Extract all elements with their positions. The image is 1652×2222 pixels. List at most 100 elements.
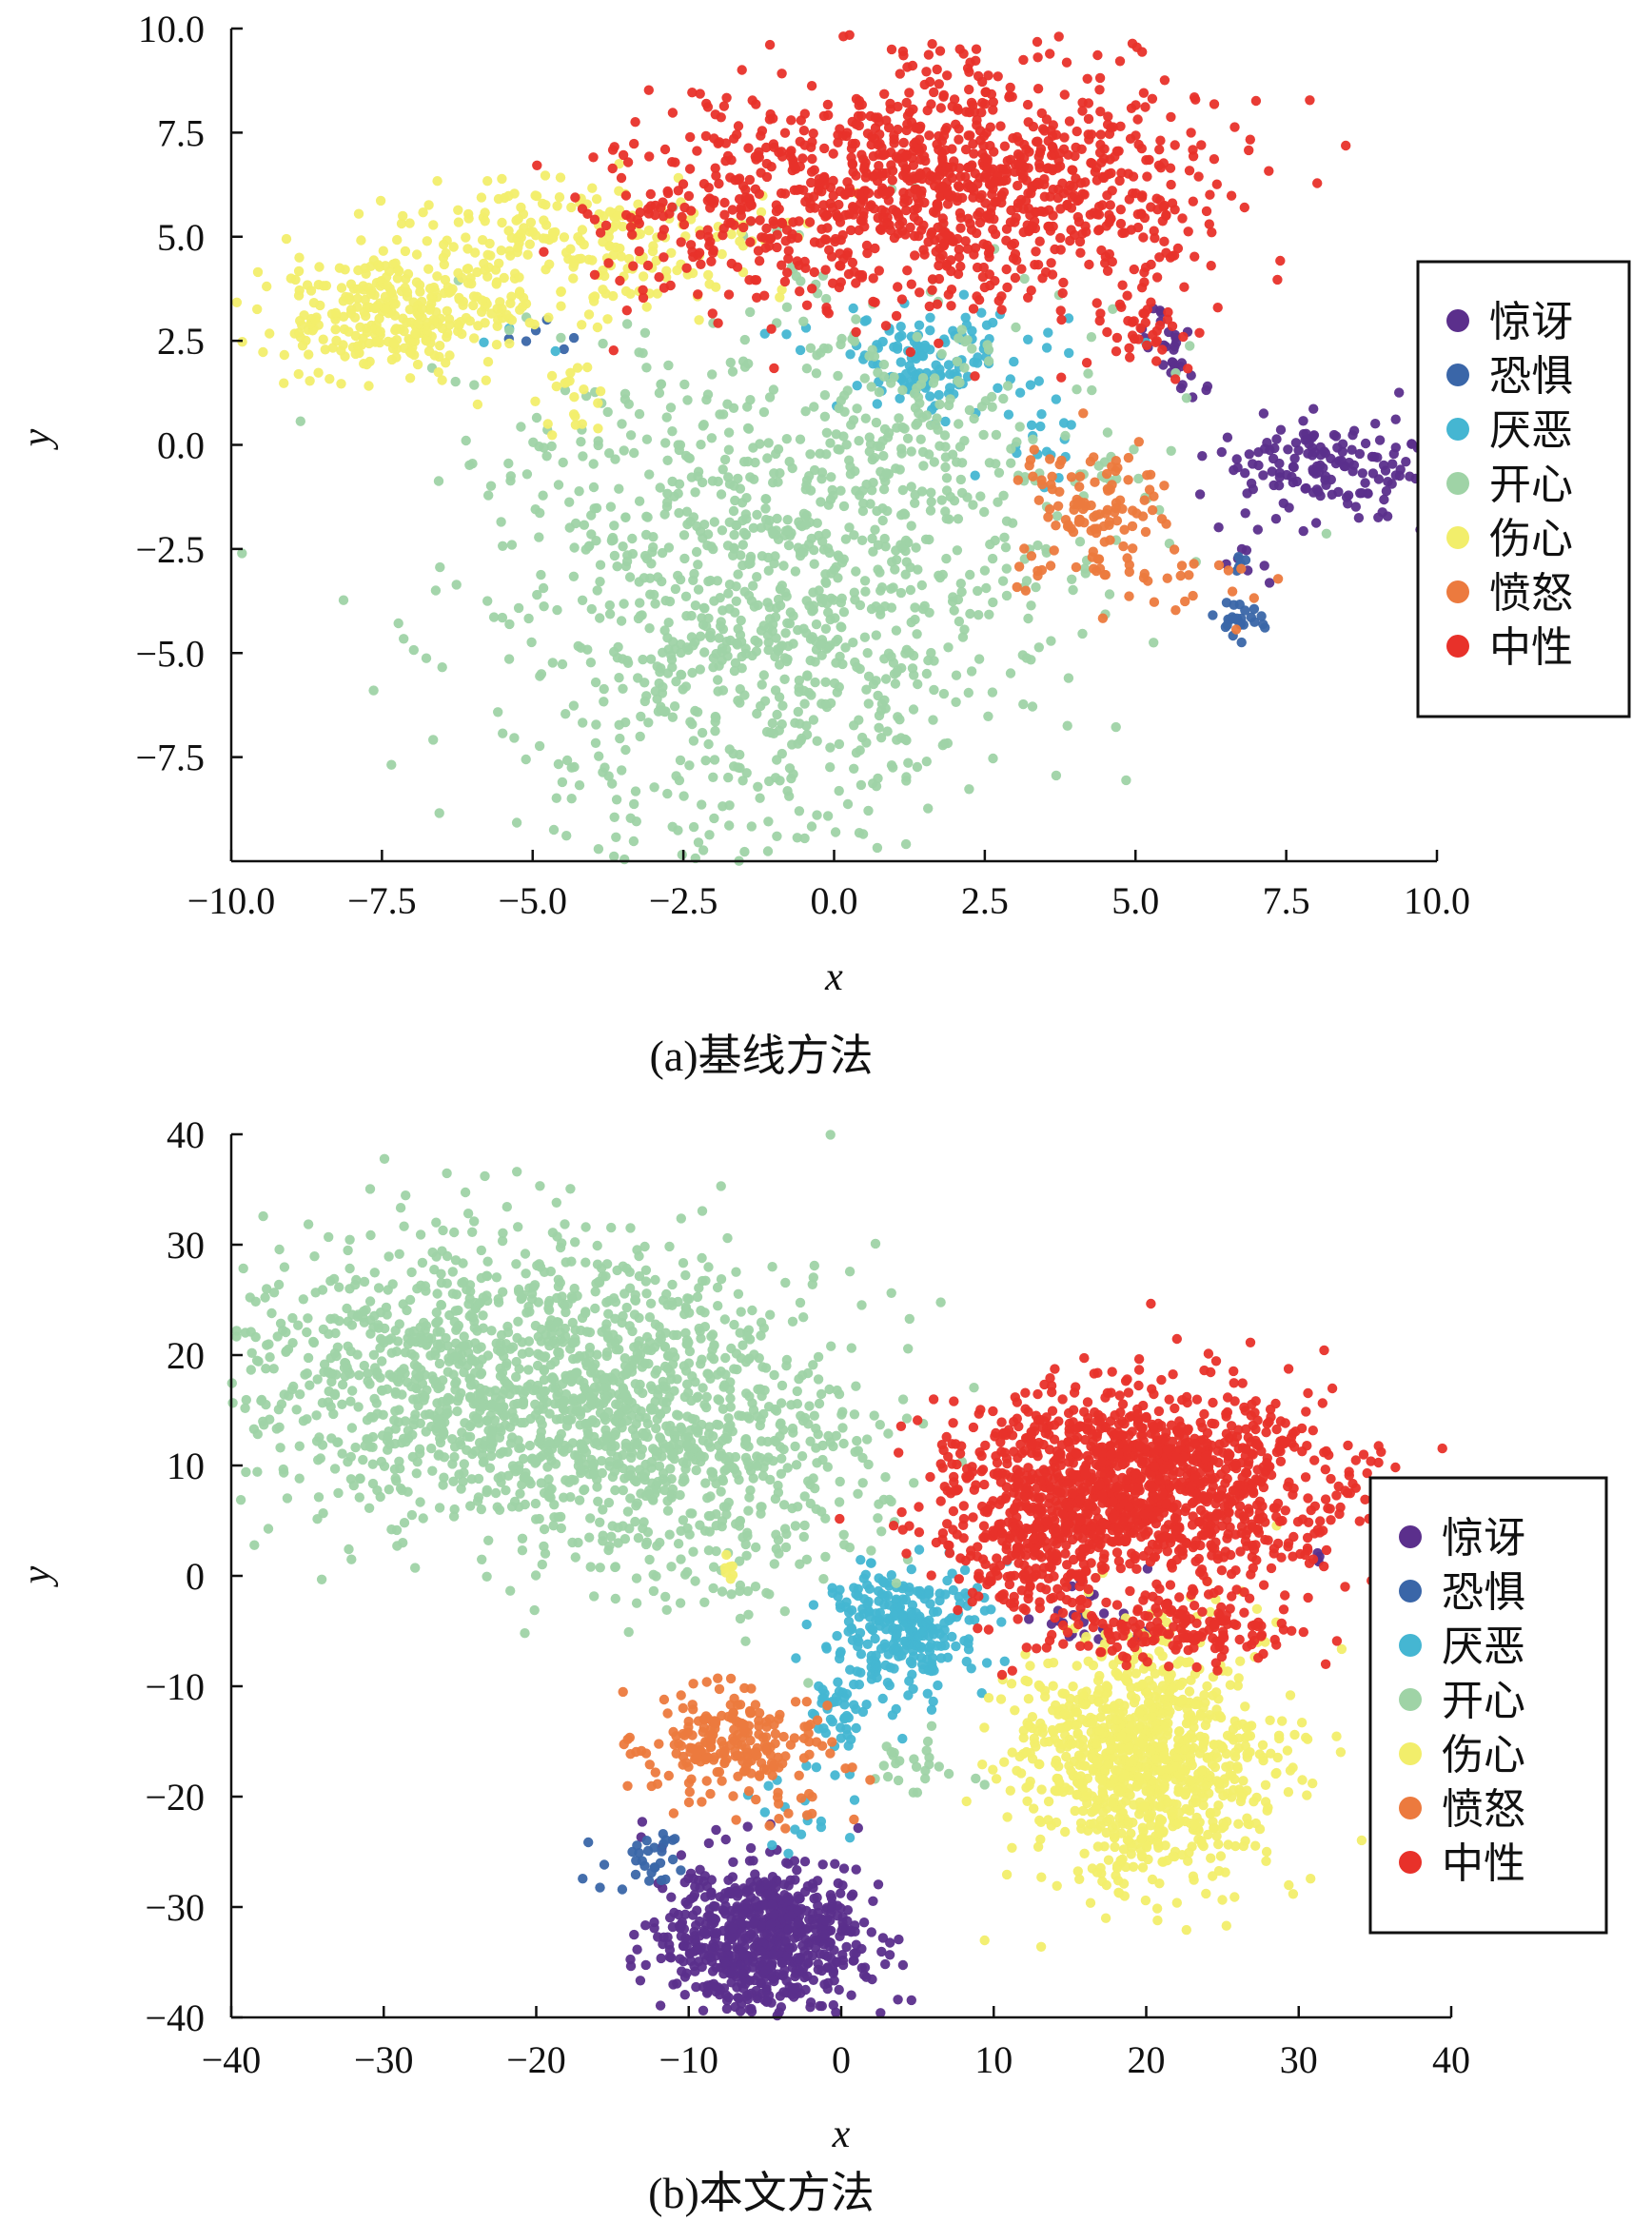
data-point [924, 175, 935, 186]
data-point [840, 642, 851, 653]
data-point [891, 310, 902, 322]
data-point [1141, 340, 1152, 350]
data-point [956, 586, 967, 598]
data-point [1001, 590, 1013, 601]
data-point [1051, 521, 1061, 531]
data-point [1177, 213, 1188, 224]
data-point [781, 434, 792, 444]
legend-marker [1446, 472, 1469, 495]
data-point [799, 1886, 811, 1898]
data-point [1064, 116, 1075, 127]
data-point [1143, 576, 1153, 586]
data-point [1057, 178, 1068, 188]
data-point [666, 1892, 677, 1902]
data-point [673, 488, 683, 499]
data-point [859, 222, 870, 232]
data-point [1193, 171, 1204, 182]
data-point [784, 791, 795, 801]
data-point [801, 1619, 812, 1630]
data-point [808, 715, 819, 725]
data-point [848, 303, 858, 314]
data-point [1003, 409, 1014, 420]
data-point [710, 1914, 721, 1925]
data-point [652, 661, 662, 672]
data-point [762, 630, 774, 640]
data-point [897, 1733, 908, 1744]
data-point [644, 151, 655, 162]
data-point [649, 1923, 659, 1934]
data-point [802, 670, 813, 680]
data-point [910, 250, 920, 261]
data-point [310, 314, 321, 325]
data-point [356, 235, 366, 246]
data-point [677, 850, 687, 860]
data-point [983, 70, 993, 81]
data-point [737, 651, 747, 662]
data-point [772, 513, 782, 524]
data-point [585, 658, 597, 668]
data-point [1129, 264, 1140, 275]
data-point [861, 240, 873, 251]
data-point [483, 490, 494, 501]
data-point [1083, 98, 1094, 108]
data-point [612, 211, 622, 222]
data-point [942, 1652, 954, 1663]
data-point [867, 344, 877, 355]
data-point [620, 394, 631, 404]
data-point [767, 1899, 777, 1910]
data-point [1026, 551, 1037, 561]
data-point [747, 650, 757, 661]
data-point [1043, 512, 1053, 522]
data-point [860, 586, 871, 597]
data-point [1091, 510, 1102, 521]
data-point [399, 634, 409, 644]
data-point [857, 505, 869, 517]
data-point [1293, 445, 1304, 456]
data-point [859, 373, 870, 383]
data-point [1066, 203, 1077, 213]
data-point [662, 788, 673, 799]
data-point [976, 307, 987, 318]
data-point [664, 1939, 675, 1950]
data-point [926, 497, 936, 507]
data-point [308, 298, 320, 308]
data-point [512, 1167, 522, 1177]
data-point [1035, 206, 1047, 217]
data-point [628, 836, 639, 847]
data-point [389, 339, 400, 349]
data-point [516, 422, 526, 432]
data-point [1012, 581, 1022, 593]
data-point [656, 379, 667, 389]
data-point [880, 206, 891, 217]
data-point [337, 1399, 347, 1410]
data-point [977, 97, 988, 108]
series-fear [503, 314, 1270, 648]
data-point [1222, 432, 1233, 442]
data-point [265, 328, 275, 339]
data-point [771, 1882, 781, 1893]
data-point [794, 260, 804, 270]
data-point [698, 1876, 709, 1887]
data-point [476, 192, 487, 203]
data-point [1024, 1614, 1034, 1624]
data-point [1080, 221, 1091, 231]
data-point [827, 1587, 837, 1599]
data-point [934, 46, 946, 56]
data-point [835, 1600, 846, 1610]
data-point [851, 566, 861, 577]
data-point [824, 547, 835, 559]
data-point [739, 362, 751, 372]
data-point [1146, 259, 1156, 270]
data-point [847, 158, 857, 168]
data-point [702, 541, 713, 551]
data-point [506, 540, 518, 550]
data-point [920, 534, 932, 544]
data-point [985, 539, 995, 550]
data-point [718, 464, 728, 475]
data-point [874, 161, 884, 171]
data-point [884, 427, 895, 439]
data-point [1259, 443, 1270, 454]
data-point [715, 593, 725, 603]
data-point [892, 1629, 902, 1640]
data-point [530, 1498, 541, 1509]
